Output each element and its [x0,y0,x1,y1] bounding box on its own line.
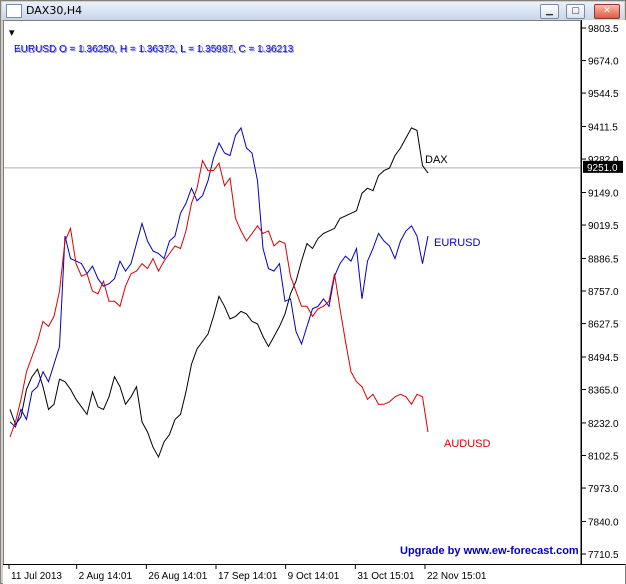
time-tick-label: 2 Aug 14:01 [79,571,133,582]
minimize-icon[interactable]: ▁ [540,4,559,19]
current-price-badge [583,160,623,173]
time-axis[interactable]: 11 Jul 2013 2 Aug 14:01 26 Aug 14:01 17 Sep… [3,564,625,584]
series-label-eurusd: EURUSD [434,237,481,249]
price-tick-label: 8232.0 [588,419,619,430]
chart-plot-area[interactable]: ▾ EURUSD O = 1.36250, H = 1.36372, L = 1… [3,20,581,566]
price-tick-label: 9544.5 [588,89,619,100]
time-tick-label: 9 Oct 14:01 [288,571,340,582]
price-tick-label: 8627.5 [588,320,619,331]
price-tick-label: 8102.5 [588,451,619,462]
chart-window-icon [6,4,22,18]
close-icon[interactable]: ✕ [594,4,620,19]
price-tick-label: 7840.0 [588,517,619,528]
price-tick-label: 9411.5 [588,123,618,134]
price-scale[interactable]: 9803.5 9674.0 9544.5 9411.5 9282.0 9149.0 9019… [581,20,626,564]
price-tick-label: 7710.5 [588,550,619,561]
time-tick-label: 26 Aug 14:01 [148,571,207,582]
price-tick-label: 9282.0 [588,155,619,166]
time-tick-label: 17 Sep 14:01 [218,571,278,582]
title-bar[interactable]: DAX30,H4 ▁ ▢ ✕ [2,2,624,21]
current-price-label: 9251.0 [587,163,618,174]
series-label-dax: DAX [425,154,448,166]
time-tick-label: 11 Jul 2013 [11,571,62,582]
price-tick-label: 9019.5 [588,221,619,232]
maximize-icon[interactable]: ▢ [566,4,585,19]
watermark-link[interactable]: Upgrade by www.ew-forecast.com [400,545,579,557]
price-tick-label: 8757.0 [588,287,619,298]
series-line-eurusd [9,126,429,428]
price-tick-label: 8494.5 [588,353,619,364]
symbol-menu-icon[interactable]: ▾ [9,27,15,39]
ohlc-info-audusd: AUDUSD O = 0.90350, H = 0.90380, L = 0.9… [15,45,295,56]
price-tick-label: 8365.0 [588,386,619,397]
ohlc-info-eurusd: EURUSD O = 1.36250, H = 1.36372, L = 1.3… [14,44,294,55]
price-tick-label: 7973.0 [588,484,619,495]
price-tick-label: 9674.0 [588,57,619,68]
series-line-dax [9,127,429,459]
price-tick-label: 9149.0 [588,188,619,199]
time-tick-label: 22 Nov 15:01 [427,571,487,582]
window-title: DAX30,H4 [26,4,83,17]
series-label-audusd: AUDUSD [444,438,491,450]
time-tick-label: 31 Oct 15:01 [357,571,415,582]
series-line-audusd [9,159,429,438]
price-tick-label: 8886.5 [588,254,619,265]
price-tick-label: 9803.5 [588,24,619,35]
